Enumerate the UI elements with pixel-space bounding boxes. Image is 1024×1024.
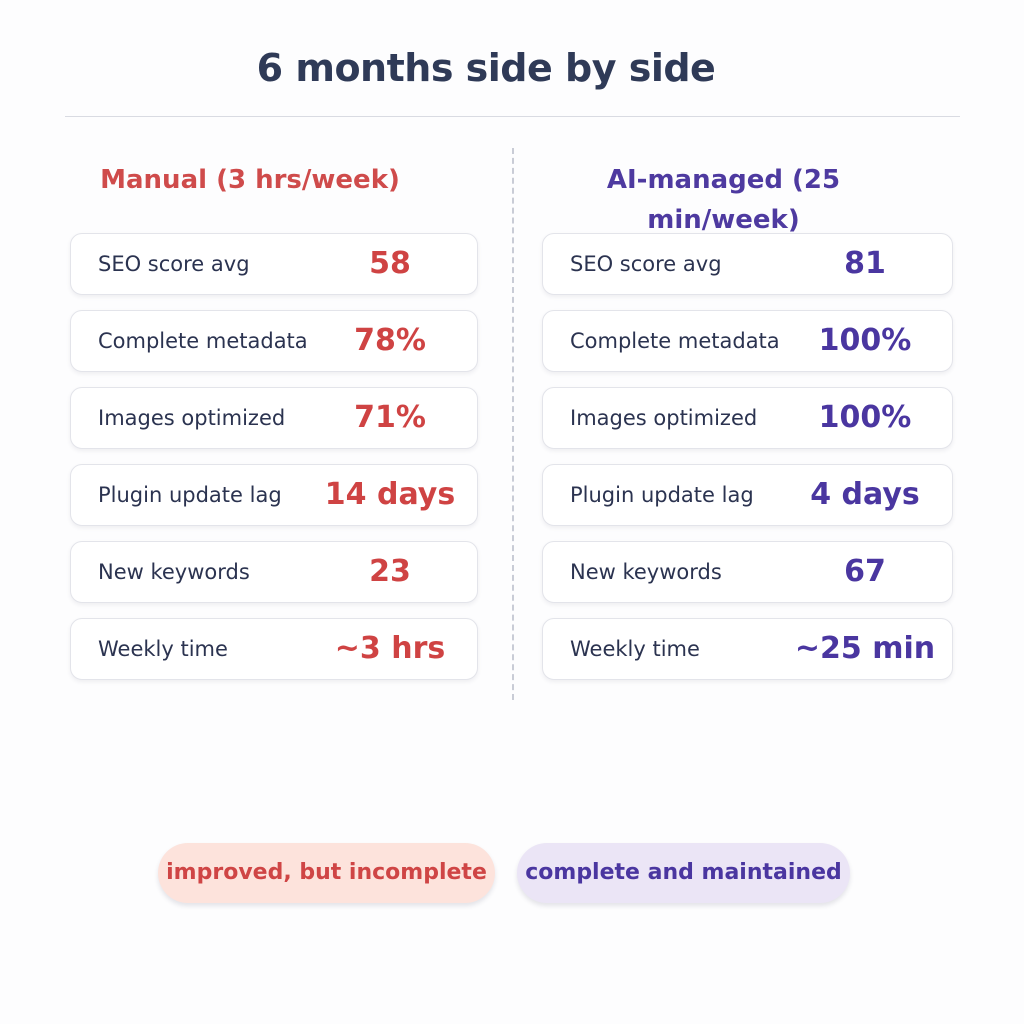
manual-row-complete-metadata: Complete metadata 78% [70, 310, 478, 372]
manual-heading: Manual (3 hrs/week) [100, 165, 400, 195]
page-title: 6 months side by side [256, 46, 716, 90]
manual-row-images-optimized: Images optimized 71% [70, 387, 478, 449]
metric-value: 58 [369, 246, 411, 281]
metric-label: SEO score avg [98, 252, 250, 276]
metric-value: 81 [844, 246, 886, 281]
metric-value: ~25 min [794, 631, 936, 666]
ai-row-weekly-time: Weekly time ~25 min [542, 618, 953, 680]
metric-label: Images optimized [98, 406, 286, 430]
metric-value: 71% [354, 400, 426, 435]
metric-label: Images optimized [570, 406, 758, 430]
metric-label: Weekly time [98, 637, 228, 661]
ai-row-images-optimized: Images optimized 100% [542, 387, 953, 449]
manual-row-seo-score: SEO score avg 58 [70, 233, 478, 295]
metric-value: 67 [844, 554, 886, 589]
ai-column: AI-managed (25 min/week) SEO score avg 8… [542, 160, 953, 695]
manual-row-new-keywords: New keywords 23 [70, 541, 478, 603]
metric-label: Plugin update lag [98, 483, 282, 507]
metric-label: Complete metadata [98, 329, 308, 353]
manual-metrics-list: SEO score avg 58 Complete metadata 78% I… [70, 233, 478, 680]
ai-row-new-keywords: New keywords 67 [542, 541, 953, 603]
metric-label: New keywords [570, 560, 722, 584]
metric-label: Plugin update lag [570, 483, 754, 507]
metric-value: ~3 hrs [334, 631, 446, 666]
metric-value: 78% [354, 323, 426, 358]
ai-row-seo-score: SEO score avg 81 [542, 233, 953, 295]
ai-row-plugin-update-lag: Plugin update lag 4 days [542, 464, 953, 526]
metric-label: New keywords [98, 560, 250, 584]
manual-row-weekly-time: Weekly time ~3 hrs [70, 618, 478, 680]
title-divider [65, 116, 960, 117]
ai-heading: AI-managed (25 min/week) [606, 165, 841, 235]
metric-value: 100% [818, 400, 912, 435]
ai-summary-badge: complete and maintained [517, 843, 850, 903]
metric-value: 23 [369, 554, 411, 589]
column-divider [512, 148, 514, 700]
metric-label: Complete metadata [570, 329, 780, 353]
metric-label: SEO score avg [570, 252, 722, 276]
ai-metrics-list: SEO score avg 81 Complete metadata 100% … [542, 233, 953, 680]
metric-label: Weekly time [570, 637, 700, 661]
ai-row-complete-metadata: Complete metadata 100% [542, 310, 953, 372]
manual-row-plugin-update-lag: Plugin update lag 14 days [70, 464, 478, 526]
metric-value: 4 days [810, 477, 920, 512]
metric-value: 14 days [324, 477, 456, 512]
metric-value: 100% [818, 323, 912, 358]
manual-summary-badge: improved, but incomplete [158, 843, 495, 903]
manual-column: Manual (3 hrs/week) SEO score avg 58 Com… [70, 160, 478, 695]
